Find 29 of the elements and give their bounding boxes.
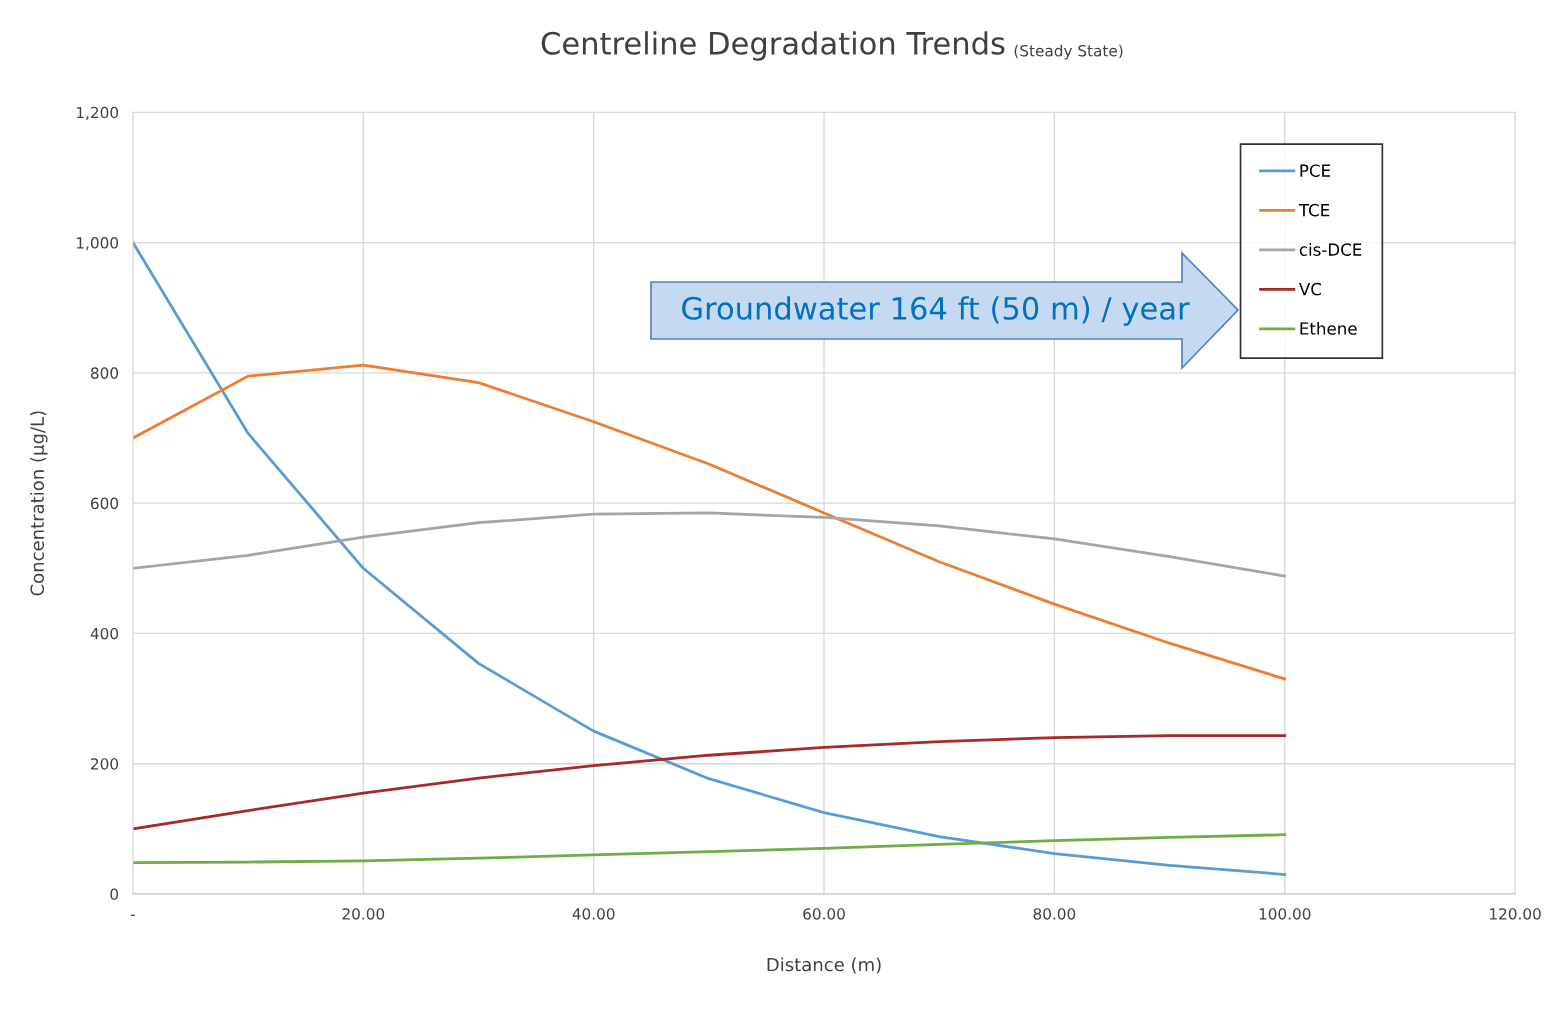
legend-label: VC [1298, 282, 1321, 296]
line-series [132, 511, 1287, 578]
line-series [132, 241, 1287, 876]
legend-label: TCE [1298, 203, 1330, 217]
line-series [132, 833, 1287, 865]
y-axis-title: Concentration (µg/L) [30, 411, 48, 596]
y-tick-label: 800 [90, 367, 119, 379]
x-axis-title: Distance (m) [767, 957, 881, 974]
legend-label: cis-DCE [1299, 243, 1362, 256]
chart-title: Centreline Degradation Trends [541, 31, 1005, 61]
x-tick-label: 40.00 [572, 908, 615, 920]
annotation: Groundwater 164 ft (50 m) / year [682, 296, 1190, 326]
y-tick-label: 600 [90, 497, 119, 510]
y-tick-label: 400 [90, 627, 119, 640]
x-tick-label: 120.00 [1490, 908, 1541, 920]
x-tick-label: 20.00 [342, 908, 385, 920]
chart-subtitle: (Steady State) [1014, 44, 1123, 60]
y-tick-label: 0 [110, 888, 119, 901]
x-tick-label: 80.00 [1033, 908, 1076, 920]
y-tick-label: 1,000 [77, 237, 119, 251]
y-tick-label: 1,200 [77, 106, 119, 120]
y-tick-label: 200 [91, 758, 119, 770]
legend-label: Ethene [1300, 321, 1357, 335]
line-series [132, 363, 1287, 681]
x-tick-label: 60.00 [803, 908, 845, 920]
legend-label: PCE [1300, 164, 1331, 177]
x-tick-label: 100.00 [1259, 908, 1311, 920]
line-series [132, 734, 1287, 831]
x-tick-label: - [130, 914, 135, 916]
